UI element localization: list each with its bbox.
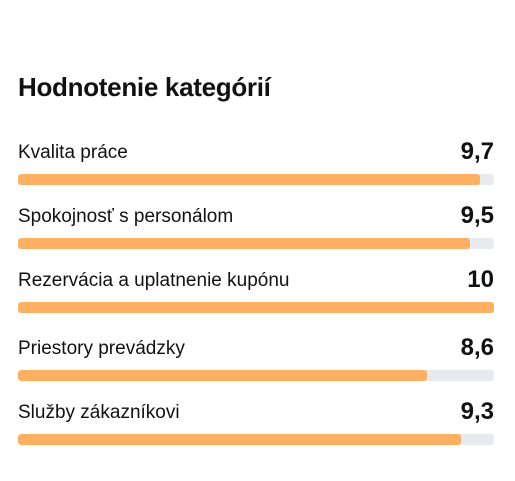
rating-bar-fill [18, 434, 461, 445]
rating-row-kvalita-prace: Kvalita práce 9,7 [18, 138, 494, 185]
rating-bar-fill [18, 174, 480, 185]
rating-bar-fill [18, 370, 428, 381]
rating-label: Spokojnosť s personálom [18, 206, 234, 227]
rating-bar-track [18, 238, 494, 249]
rating-score: 8,6 [460, 334, 494, 361]
rating-label: Rezervácia a uplatnenie kupónu [18, 270, 290, 291]
rating-row-priestory: Priestory prevádzky 8,6 [18, 334, 494, 381]
rating-bar-track [18, 174, 494, 185]
rating-score: 9,5 [460, 202, 494, 229]
rating-score: 9,3 [460, 398, 494, 425]
rating-row-sluzby: Služby zákazníkovi 9,3 [18, 398, 494, 445]
rating-label: Služby zákazníkovi [18, 402, 180, 423]
rating-label: Kvalita práce [18, 142, 128, 163]
rating-bar-track [18, 302, 494, 313]
rating-score: 10 [467, 266, 494, 293]
rating-bar-track [18, 434, 494, 445]
rating-score: 9,7 [460, 138, 494, 165]
rating-label: Priestory prevádzky [18, 338, 185, 359]
section-title: Hodnotenie kategórií [18, 72, 271, 102]
rating-bar-fill [18, 238, 471, 249]
rating-row-rezervacia: Rezervácia a uplatnenie kupónu 10 [18, 266, 494, 313]
rating-bar-fill [18, 302, 494, 313]
rating-row-spokojnost: Spokojnosť s personálom 9,5 [18, 202, 494, 249]
rating-bar-track [18, 370, 494, 381]
